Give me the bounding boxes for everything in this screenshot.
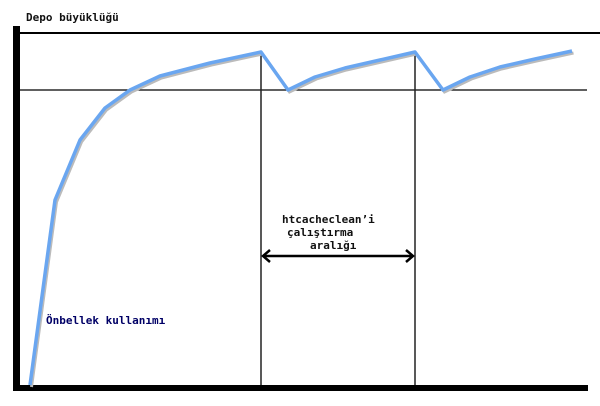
interval-label-line-3: aralığı bbox=[310, 239, 357, 252]
cache-usage-curve-shadow bbox=[30, 51, 574, 388]
y-axis-label: Depo büyüklüğü bbox=[26, 11, 119, 24]
x-axis bbox=[13, 385, 588, 391]
interval-label-line-2: çalıştırma bbox=[287, 226, 354, 239]
y-axis bbox=[13, 26, 20, 390]
series-label: Önbellek kullanımı bbox=[46, 314, 166, 327]
interval-label-line-1: htcacheclean’i bbox=[282, 213, 375, 226]
interval-arrow bbox=[261, 249, 415, 263]
cache-usage-curve bbox=[28, 49, 573, 386]
